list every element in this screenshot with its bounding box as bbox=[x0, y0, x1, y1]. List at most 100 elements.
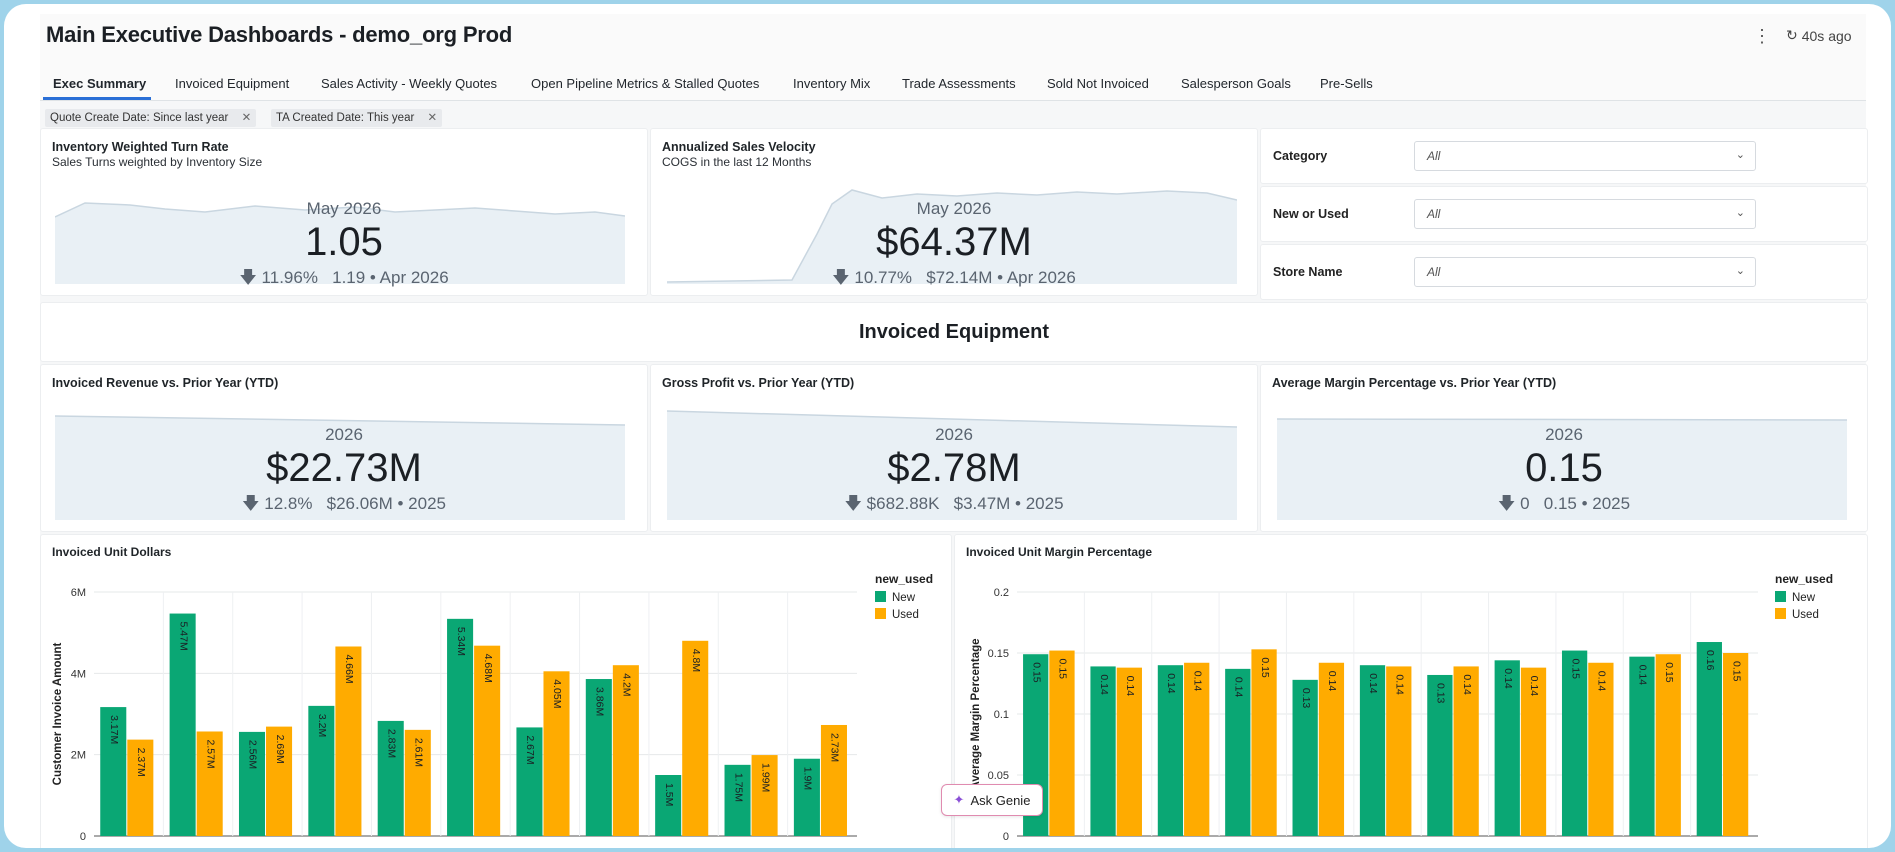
kpi-title: Gross Profit vs. Prior Year (YTD) bbox=[662, 376, 855, 390]
data-label: 0.15 bbox=[1663, 662, 1675, 683]
sparkline bbox=[667, 189, 1237, 284]
tab-salesperson-goals[interactable]: Salesperson Goals bbox=[1181, 76, 1291, 91]
bar-used bbox=[682, 640, 709, 836]
bar-used bbox=[612, 665, 639, 836]
data-label: 0.15 bbox=[1259, 657, 1271, 678]
bar-new bbox=[1359, 665, 1386, 836]
legend-swatch bbox=[1775, 591, 1786, 602]
data-label: 0.14 bbox=[1165, 673, 1177, 694]
kpi-value: 0.15 bbox=[1525, 446, 1603, 490]
data-label: 4.8M bbox=[690, 649, 702, 672]
data-label: 2.57M bbox=[204, 739, 216, 768]
legend-swatch bbox=[1775, 608, 1786, 619]
kpi-compare: $72.14M • Apr 2026 bbox=[926, 268, 1076, 287]
data-label: 0.15 bbox=[1057, 659, 1069, 680]
bar-new bbox=[1561, 650, 1588, 836]
y-axis-label: Customer Invoice Amount bbox=[52, 642, 64, 785]
bar-used bbox=[1049, 650, 1075, 836]
legend-item-new: New bbox=[892, 592, 916, 604]
kpi-title: Inventory Weighted Turn Rate bbox=[52, 140, 229, 154]
legend-item-used: Used bbox=[1792, 609, 1819, 621]
refresh-label: 40s ago bbox=[1801, 27, 1852, 44]
legend-swatch bbox=[875, 591, 886, 602]
filter-category: Category All ⌄ bbox=[1260, 128, 1868, 184]
filter-label: Category bbox=[1273, 149, 1328, 163]
chart-margin-pct: 0 0.05 0.1 0.15 0.2 Average Margin Percentage… bbox=[970, 572, 1833, 843]
kpi-delta-value: $682.88K bbox=[866, 494, 940, 513]
dashboard-app: Main Executive Dashboards - demo_org Pro… bbox=[40, 14, 1868, 848]
data-label: 0.14 bbox=[1637, 665, 1649, 686]
tab-exec-summary[interactable]: Exec Summary bbox=[53, 76, 147, 91]
close-icon[interactable]: ✕ bbox=[241, 112, 252, 124]
new-used-select[interactable]: All ⌄ bbox=[1414, 199, 1756, 229]
data-label: 0.15 bbox=[1730, 661, 1742, 682]
kpi-subtitle: Sales Turns weighted by Inventory Size bbox=[52, 155, 263, 169]
kpi-period: 2026 bbox=[325, 425, 363, 444]
kpi-value: $22.73M bbox=[266, 446, 422, 490]
kpi-value: 1.05 bbox=[305, 220, 383, 264]
bar-new bbox=[516, 727, 543, 836]
page-title: Main Executive Dashboards - demo_org Pro… bbox=[46, 22, 513, 47]
data-label: 0.14 bbox=[1528, 676, 1540, 697]
y-tick-label: 2M bbox=[71, 750, 86, 762]
kpi-delta-value: 0 bbox=[1520, 494, 1530, 513]
more-options-icon[interactable]: ⋮ bbox=[1753, 26, 1771, 46]
kpi-delta-value: 11.96% bbox=[261, 268, 318, 287]
sparkline bbox=[1277, 418, 1847, 520]
chart-title: Invoiced Unit Margin Percentage bbox=[966, 545, 1153, 559]
tab-pre-sells[interactable]: Pre-Sells bbox=[1320, 76, 1373, 91]
data-label: 2.67M bbox=[524, 735, 536, 764]
data-label: 4.2M bbox=[621, 673, 633, 696]
y-tick-label: 0 bbox=[80, 831, 86, 843]
filter-chip-quote-date[interactable]: Quote Create Date: Since last year ✕ bbox=[45, 109, 257, 127]
tab-sold-not-invoiced[interactable]: Sold Not Invoiced bbox=[1047, 76, 1149, 91]
bar-new bbox=[1090, 666, 1116, 836]
data-label: 5.34M bbox=[455, 627, 467, 656]
kpi-delta: 🡇 10.77% $72.14M • Apr 2026 bbox=[651, 265, 1257, 294]
category-select[interactable]: All ⌄ bbox=[1414, 141, 1756, 171]
tab-trade-assessments[interactable]: Trade Assessments bbox=[902, 76, 1016, 91]
data-label: 0.14 bbox=[1326, 671, 1338, 692]
y-axis-label: Average Margin Percentage bbox=[970, 638, 982, 789]
select-value: All bbox=[1427, 207, 1441, 221]
kpi-delta: 🡇 0 0.15 • 2025 bbox=[1261, 491, 1867, 520]
data-label: 2.37M bbox=[135, 748, 147, 777]
bar-used bbox=[1520, 667, 1547, 836]
chart-unit-dollars: 0 2M 4M 6M Customer Invoice Amount 3.17M 2.37M… bbox=[52, 572, 933, 843]
bar-used bbox=[1453, 666, 1479, 836]
y-tick-label: 0 bbox=[1003, 831, 1009, 843]
kpi-title: Invoiced Revenue vs. Prior Year (YTD) bbox=[52, 376, 279, 390]
data-label: 0.14 bbox=[1596, 671, 1608, 692]
bar-new bbox=[169, 613, 196, 836]
tab-bar: Exec Summary Invoiced Equipment Sales Ac… bbox=[40, 64, 1866, 101]
bar-used bbox=[1251, 649, 1277, 836]
store-select[interactable]: All ⌄ bbox=[1414, 257, 1756, 287]
kpi-card-revenue: Invoiced Revenue vs. Prior Year (YTD) 20… bbox=[40, 364, 648, 532]
tab-invoiced-equipment[interactable]: Invoiced Equipment bbox=[175, 76, 290, 91]
kpi-title: Annualized Sales Velocity bbox=[662, 140, 816, 154]
y-tick-label: 4M bbox=[71, 668, 86, 680]
refresh-button[interactable]: ↻ 40s ago bbox=[1786, 27, 1852, 44]
bar-new bbox=[1157, 665, 1184, 836]
data-label: 0.15 bbox=[1569, 659, 1581, 680]
bar-new bbox=[1225, 668, 1251, 836]
sparkle-icon: ✦ bbox=[953, 792, 965, 807]
tab-inventory-mix[interactable]: Inventory Mix bbox=[793, 76, 871, 91]
tab-sales-activity[interactable]: Sales Activity - Weekly Quotes bbox=[321, 76, 498, 91]
filter-label: New or Used bbox=[1273, 207, 1349, 221]
ask-genie-button[interactable]: ✦ Ask Genie bbox=[941, 784, 1043, 816]
data-label: 0.14 bbox=[1367, 673, 1379, 694]
legend-title: new_used bbox=[1775, 572, 1833, 586]
arrow-down-icon: 🡇 bbox=[844, 494, 862, 513]
bar-used bbox=[1184, 662, 1210, 836]
kpi-compare: $3.47M • 2025 bbox=[953, 494, 1064, 513]
close-icon[interactable]: ✕ bbox=[427, 112, 438, 124]
tab-open-pipeline[interactable]: Open Pipeline Metrics & Stalled Quotes bbox=[531, 76, 760, 91]
kpi-value: $2.78M bbox=[887, 446, 1021, 490]
chip-name: TA Created Date: bbox=[276, 112, 364, 124]
select-value: All bbox=[1427, 149, 1441, 163]
y-tick-label: 6M bbox=[71, 587, 86, 599]
filter-chip-ta-date[interactable]: TA Created Date: This year ✕ bbox=[271, 109, 443, 127]
bar-new bbox=[1292, 679, 1318, 836]
data-label: 2.61M bbox=[412, 738, 424, 767]
